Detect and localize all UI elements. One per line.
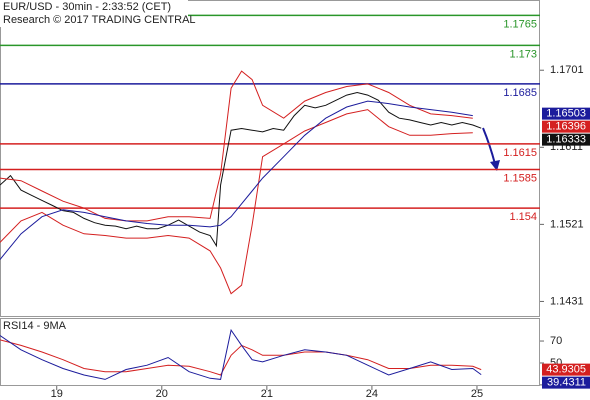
price-frame xyxy=(0,0,540,317)
level-label: 1.154 xyxy=(509,211,537,223)
y-tick-label: 1.1521 xyxy=(550,218,584,230)
price-tag-label: 1.16333 xyxy=(546,134,586,146)
rsi-frame xyxy=(0,318,540,386)
rsi-title: RSI14 - 9MA xyxy=(3,320,67,332)
price-tag xyxy=(542,107,590,120)
level-label: 1.1615 xyxy=(503,147,537,159)
price-tag xyxy=(542,120,590,133)
series-line xyxy=(0,100,473,260)
y-tick-label: 70 xyxy=(550,335,562,347)
series-line xyxy=(0,109,473,295)
series-line xyxy=(0,70,473,222)
x-tick-label: 24 xyxy=(366,388,378,400)
forecast-arrowhead xyxy=(490,160,500,171)
series-line xyxy=(0,339,482,376)
level-label: 1.173 xyxy=(509,48,537,60)
price-tag-label: 1.16396 xyxy=(546,121,586,133)
chart-title: EUR/USD - 30min - 2:33:52 (CET) xyxy=(3,1,171,13)
level-label: 1.1685 xyxy=(503,87,537,99)
price-tag-label: 1.16503 xyxy=(546,108,586,120)
x-tick-label: 25 xyxy=(471,388,483,400)
chart-subtitle: Research © 2017 TRADING CENTRAL xyxy=(3,14,196,26)
x-tick-label: 21 xyxy=(261,388,273,400)
y-tick-label: 1.1701 xyxy=(550,64,584,76)
level-label: 1.1585 xyxy=(503,172,537,184)
price-tag-label: 43.9305 xyxy=(546,364,586,376)
x-tick-label: 19 xyxy=(51,388,63,400)
x-tick-label: 20 xyxy=(156,388,168,400)
forecast-arrow xyxy=(482,127,496,165)
price-tag xyxy=(542,363,590,376)
price-tag xyxy=(542,376,590,389)
series-line xyxy=(0,91,482,248)
price-tag xyxy=(542,133,590,146)
plot-layer: 1.17011.16111.15211.14311.17651.1731.168… xyxy=(0,14,590,400)
y-tick-label: 1.1431 xyxy=(550,295,584,307)
title-bg xyxy=(0,0,188,27)
price-tag-label: 39.4311 xyxy=(547,377,586,389)
level-label: 1.1765 xyxy=(503,18,537,30)
series-line xyxy=(0,328,482,380)
